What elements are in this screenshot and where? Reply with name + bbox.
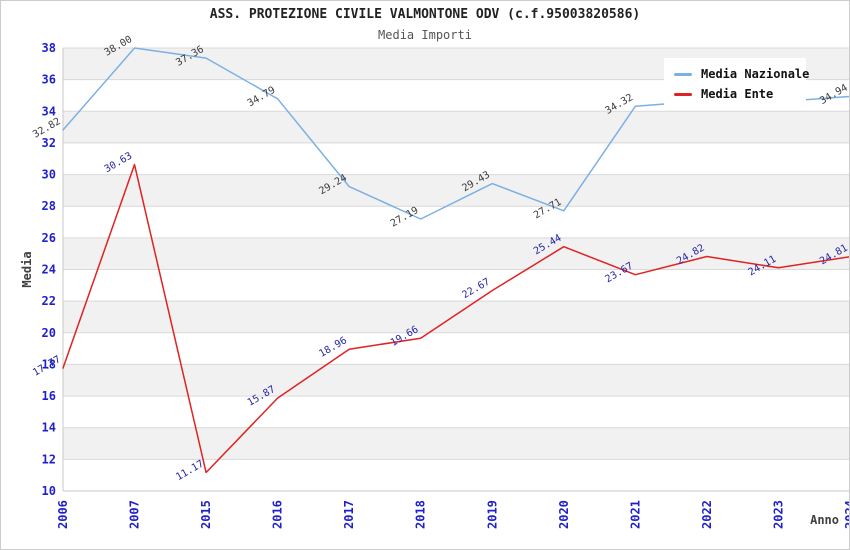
x-axis-title: Anno <box>810 513 839 527</box>
y-tick-label: 12 <box>42 452 56 466</box>
chart-subtitle: Media Importi <box>378 28 472 42</box>
plot-band <box>63 269 849 302</box>
x-tick-label: 2020 <box>557 500 571 529</box>
legend: Media Nazionale Media Ente <box>664 58 809 110</box>
y-tick-label: 26 <box>42 231 56 245</box>
x-tick-label: 2015 <box>199 500 213 529</box>
y-tick-label: 18 <box>42 357 56 371</box>
x-tick-label: 2007 <box>128 500 142 529</box>
plot-band <box>63 237 849 270</box>
y-tick-label: 10 <box>42 484 56 498</box>
x-tick-label: 2006 <box>56 500 70 529</box>
y-tick-label: 28 <box>42 199 56 213</box>
x-tick-label: 2024 <box>843 500 850 529</box>
y-tick-label: 32 <box>42 136 56 150</box>
legend-label: Media Ente <box>701 87 774 101</box>
plot-band <box>63 142 849 175</box>
y-tick-label: 34 <box>42 104 56 118</box>
plot-band <box>63 206 849 238</box>
x-tick-label: 2023 <box>771 500 785 529</box>
x-tick-label: 2021 <box>628 500 642 529</box>
y-axis-title: Media <box>20 251 34 287</box>
y-tick-label: 16 <box>42 389 56 403</box>
y-tick-label: 20 <box>42 326 56 340</box>
x-tick-label: 2019 <box>485 500 499 529</box>
plot-band <box>63 301 849 333</box>
series-line-media-ente <box>62 163 849 474</box>
y-tick-label: 30 <box>42 168 56 182</box>
chart-title: ASS. PROTEZIONE CIVILE VALMONTONE ODV (c… <box>209 7 641 22</box>
y-tick-label: 36 <box>42 73 56 87</box>
x-tick-label: 2018 <box>414 500 428 529</box>
x-tick-label: 2016 <box>271 500 285 529</box>
y-tick-label: 22 <box>42 294 56 308</box>
plot-band <box>63 427 849 460</box>
x-tick-label: 2017 <box>342 500 356 529</box>
legend-item-media-nazionale[interactable]: Media Nazionale <box>674 64 809 84</box>
legend-item-media-ente[interactable]: Media Ente <box>674 84 798 104</box>
legend-label: Media Nazionale <box>701 67 810 81</box>
plot-band <box>63 364 849 397</box>
plot-band <box>63 396 849 428</box>
plot-band <box>63 111 849 143</box>
legend-line-swatch-blue <box>674 72 692 76</box>
legend-line-swatch-red <box>674 92 692 96</box>
plot-band <box>63 332 849 365</box>
y-tick-label: 14 <box>42 421 56 435</box>
y-tick-label: 38 <box>42 41 56 55</box>
y-tick-label: 24 <box>42 263 56 277</box>
plot-band <box>63 459 849 491</box>
x-tick-label: 2022 <box>700 500 714 529</box>
